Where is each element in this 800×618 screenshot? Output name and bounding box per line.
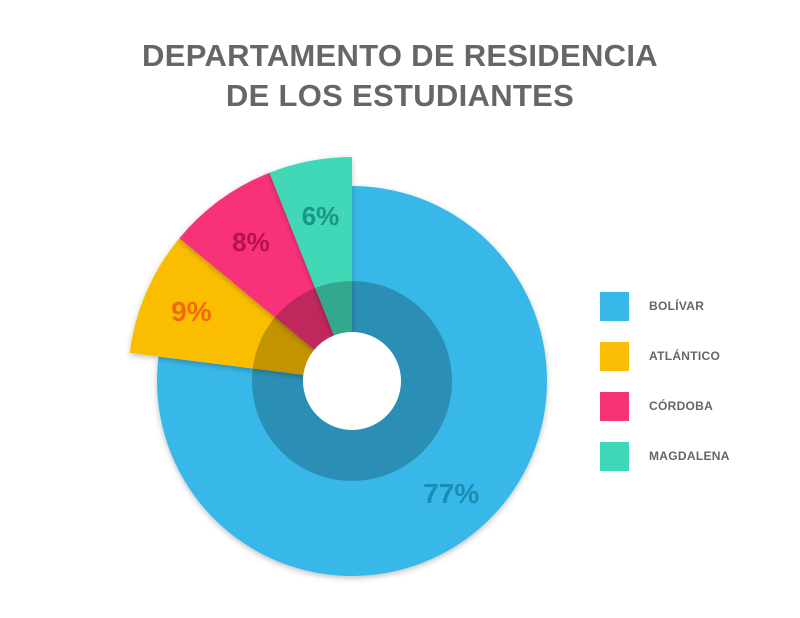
legend-label: MAGDALENA	[649, 449, 730, 463]
pie-slice-cordoba	[179, 172, 352, 381]
pie-slice-magdalena	[269, 157, 352, 381]
pie-slice-atlantico	[129, 238, 352, 381]
pie-center-hole	[303, 332, 401, 430]
legend-item-magdalena: MAGDALENA	[600, 441, 730, 471]
chart-title-line-2: DE LOS ESTUDIANTES	[225, 78, 575, 113]
legend-item-cordoba: CÓRDOBA	[600, 391, 730, 421]
legend-swatch	[600, 441, 629, 471]
legend-swatch	[600, 391, 629, 421]
inner-ring-bolivar	[251, 281, 452, 481]
legend-swatch	[600, 341, 629, 371]
inner-ring-magdalena	[315, 281, 352, 336]
slice-label-magdalena: 6%	[302, 201, 340, 231]
legend-item-bolivar: BOLÍVAR	[600, 291, 730, 321]
legend-item-atlantico: ATLÁNTICO	[600, 341, 730, 371]
legend-swatch	[600, 291, 629, 321]
legend-label: CÓRDOBA	[649, 399, 714, 413]
legend: BOLÍVAR ATLÁNTICO CÓRDOBA MAGDALENA	[600, 291, 730, 491]
legend-label: BOLÍVAR	[649, 299, 705, 313]
chart-title: DEPARTAMENTO DE RESIDENCIA DE LOS ESTUDI…	[0, 36, 800, 116]
legend-label: ATLÁNTICO	[649, 349, 721, 363]
slice-label-cordoba: 8%	[232, 227, 270, 257]
inner-ring-atlantico	[252, 317, 315, 375]
slice-label-bolivar: 77%	[423, 478, 479, 509]
inner-ring-cordoba	[274, 288, 334, 350]
chart-title-line-1: DEPARTAMENTO DE RESIDENCIA	[142, 38, 658, 73]
slice-label-atlantico: 9%	[171, 296, 212, 327]
